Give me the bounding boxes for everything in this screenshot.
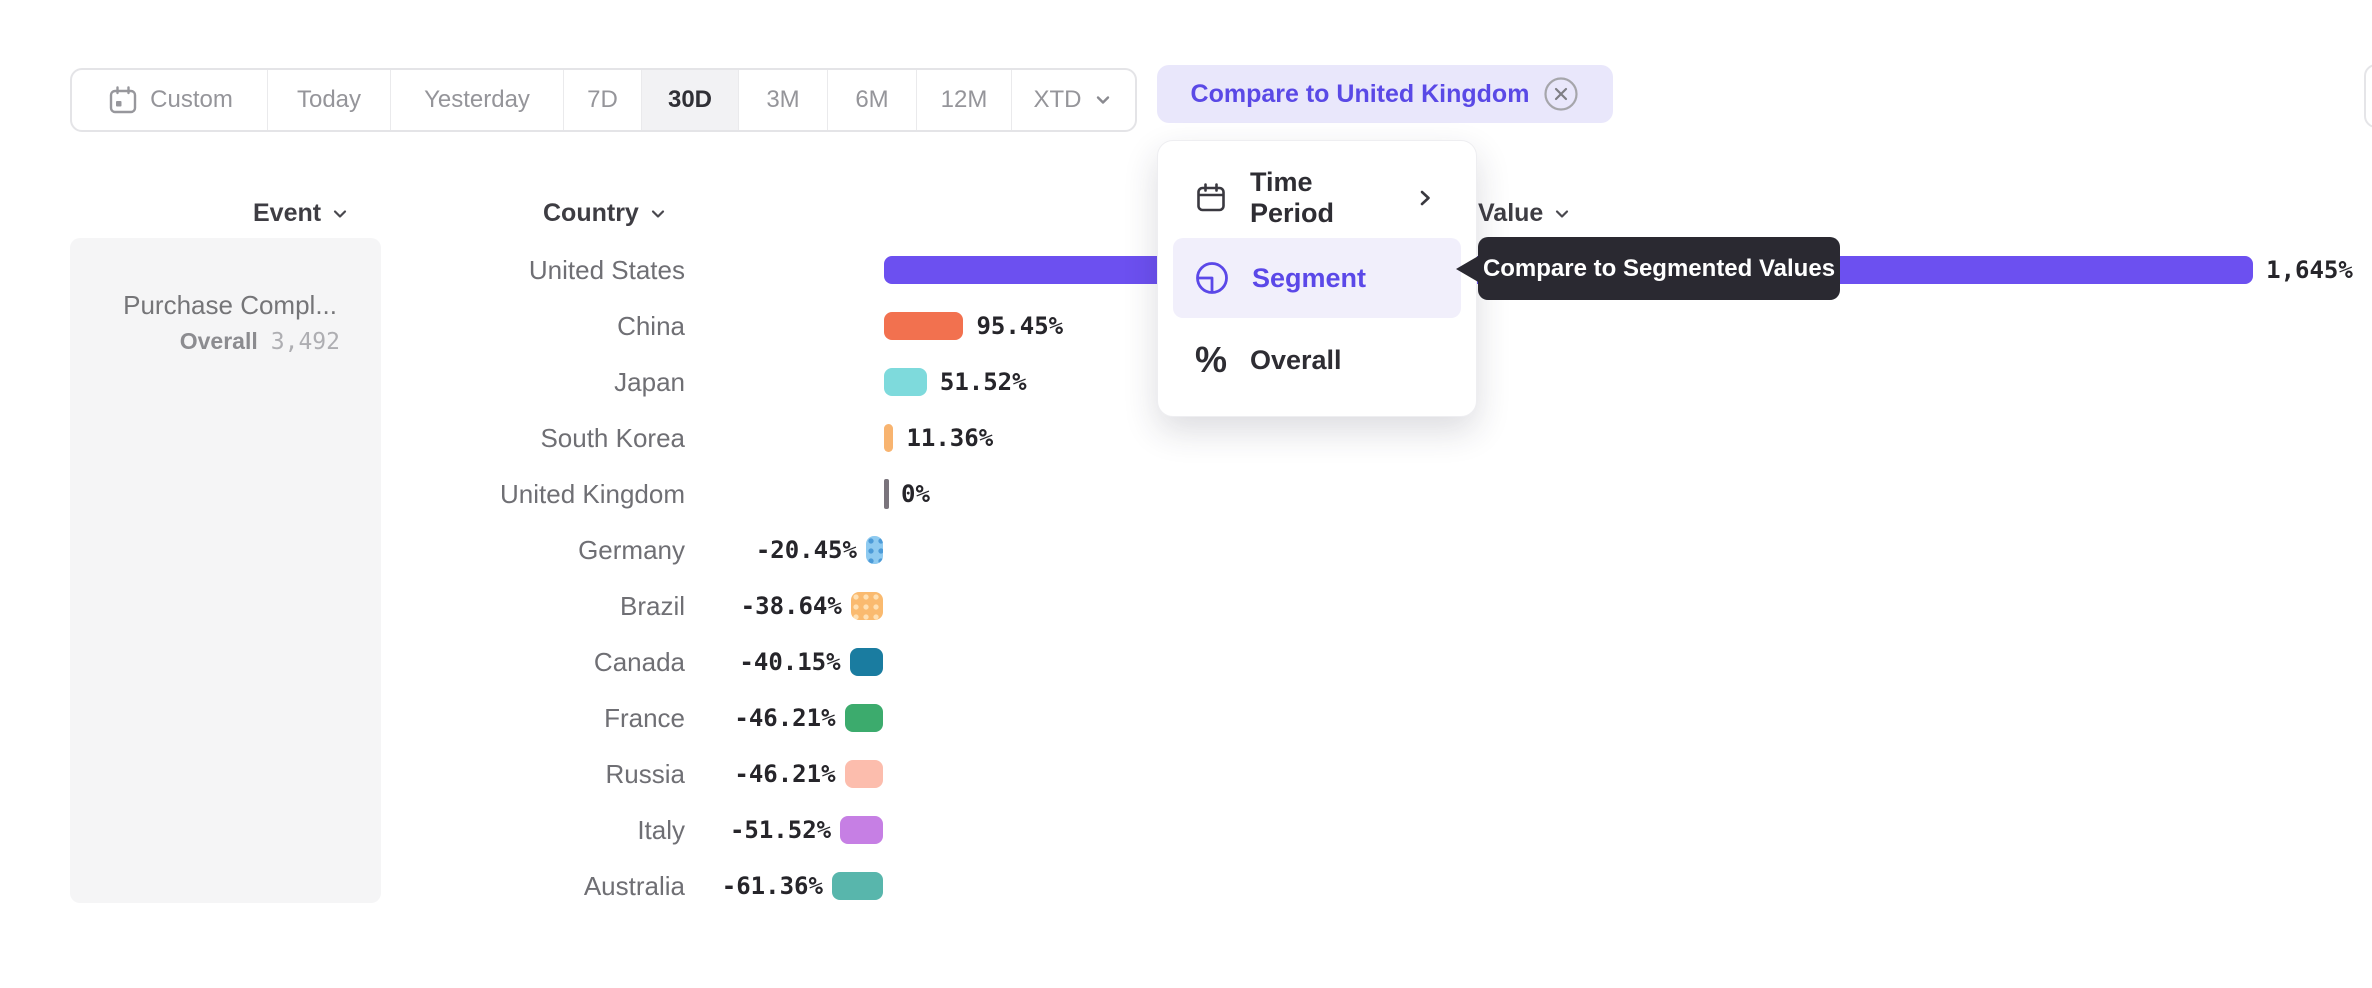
bar[interactable]	[850, 592, 883, 620]
value-label: 51.52%	[939, 368, 1027, 396]
date-range-toolbar: Custom Today Yesterday 7D 30D 3M 6M 12M …	[70, 68, 1137, 132]
menu-item-overall[interactable]: % Overall	[1173, 329, 1461, 391]
value-label: 0%	[901, 480, 930, 508]
range-label: Today	[296, 86, 362, 113]
event-title: Purchase Compl...	[123, 290, 337, 320]
event-overall-row: Overall 3,492	[180, 328, 340, 355]
bar[interactable]	[865, 536, 883, 564]
calendar-icon	[1193, 180, 1229, 216]
range-label: 7D	[587, 86, 618, 113]
country-label: Russia	[605, 759, 685, 789]
country-label: Japan	[614, 367, 685, 397]
value-label: -20.45%	[755, 536, 857, 564]
baseline-marker[interactable]	[884, 479, 889, 509]
percent-icon: %	[1194, 339, 1227, 380]
event-column-label: Event	[253, 199, 322, 227]
chevron-down-icon	[330, 204, 350, 224]
range-yesterday-button[interactable]: Yesterday	[391, 70, 564, 130]
range-custom-button[interactable]: Custom	[72, 70, 268, 130]
menu-item-label: Overall	[1250, 344, 1342, 375]
event-column-header[interactable]: Event	[253, 199, 350, 228]
country-label: Brazil	[619, 591, 685, 621]
bar[interactable]	[831, 872, 883, 900]
segment-icon	[1193, 259, 1231, 297]
tooltip: Compare to Segmented Values	[1478, 237, 1840, 300]
menu-item-label: Time Period	[1250, 167, 1335, 228]
value-label: -61.36%	[721, 872, 823, 900]
menu-item-time-period[interactable]: Time Period	[1173, 167, 1461, 229]
bar[interactable]	[840, 816, 883, 844]
range-label: 6M	[855, 86, 889, 113]
country-label: Australia	[583, 871, 685, 901]
value-label: 1,645%	[2266, 256, 2353, 284]
country-label: China	[617, 311, 685, 341]
value-label: -40.15%	[739, 648, 841, 676]
chevron-down-icon	[1092, 89, 1114, 111]
chevron-down-icon	[648, 204, 668, 224]
bar[interactable]	[844, 704, 883, 732]
chevron-down-icon	[1552, 204, 1572, 224]
chevron-right-icon	[1413, 186, 1437, 210]
range-6m-button[interactable]: 6M	[828, 70, 917, 130]
range-3m-button[interactable]: 3M	[739, 70, 828, 130]
bar[interactable]	[884, 368, 927, 396]
country-label: Italy	[637, 815, 685, 845]
range-12m-button[interactable]: 12M	[917, 70, 1012, 130]
range-label: Custom	[150, 86, 233, 113]
bar[interactable]	[844, 760, 883, 788]
country-column-header[interactable]: Country	[543, 199, 668, 228]
country-label: United States	[528, 255, 685, 285]
value-label: 95.45%	[976, 312, 1064, 340]
event-card[interactable]: Purchase Compl... Overall 3,492	[70, 238, 381, 903]
value-column-label: Value	[1478, 199, 1544, 227]
bar[interactable]	[884, 424, 894, 452]
country-column-label: Country	[543, 199, 639, 227]
value-label: -46.21%	[734, 760, 836, 788]
calendar-icon	[106, 83, 140, 117]
country-label: Canada	[593, 647, 685, 677]
country-label: France	[604, 703, 685, 733]
country-label: Germany	[578, 535, 685, 565]
range-30d-button[interactable]: 30D	[642, 70, 739, 130]
range-label: 12M	[940, 86, 988, 113]
range-label: Yesterday	[424, 86, 530, 113]
overall-label: Overall	[179, 328, 258, 354]
compare-options-menu: Time Period Segment % Overall	[1157, 140, 1477, 417]
remove-comparison-icon[interactable]	[1543, 76, 1579, 112]
value-column-header[interactable]: Value	[1478, 199, 1572, 228]
value-label: -46.21%	[734, 704, 836, 732]
value-label: 11.36%	[906, 424, 994, 452]
country-label: United Kingdom	[500, 479, 685, 509]
compare-chip[interactable]: Compare to United Kingdom	[1157, 65, 1613, 123]
tooltip-text: Compare to Segmented Values	[1482, 254, 1836, 282]
country-label: South Korea	[540, 423, 685, 453]
bar[interactable]	[849, 648, 883, 676]
value-label: -38.64%	[740, 592, 842, 620]
range-label: 3M	[766, 86, 800, 113]
range-label: XTD	[1033, 86, 1082, 113]
range-label: 30D	[667, 86, 713, 113]
overall-value: 3,492	[270, 329, 340, 355]
compare-chip-label: Compare to United Kingdom	[1190, 79, 1530, 108]
value-label: -51.52%	[729, 816, 832, 844]
range-today-button[interactable]: Today	[268, 70, 391, 130]
bar[interactable]	[884, 312, 964, 340]
range-xtd-dropdown[interactable]: XTD	[1012, 70, 1135, 130]
clipped-button[interactable]	[2364, 64, 2372, 128]
range-7d-button[interactable]: 7D	[564, 70, 642, 130]
tooltip-arrow	[1456, 255, 1480, 283]
menu-item-segment[interactable]: Segment	[1173, 238, 1461, 318]
menu-item-label: Segment	[1252, 262, 1367, 293]
